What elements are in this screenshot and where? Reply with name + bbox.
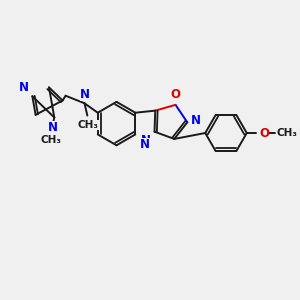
Text: O: O <box>259 127 269 140</box>
Text: CH₃: CH₃ <box>78 120 99 130</box>
Text: N: N <box>19 81 28 94</box>
Text: N: N <box>80 88 89 101</box>
Text: CH₃: CH₃ <box>277 128 298 138</box>
Text: CH₃: CH₃ <box>41 135 62 146</box>
Text: N: N <box>140 138 150 151</box>
Text: N: N <box>141 134 151 147</box>
Text: N: N <box>47 121 57 134</box>
Text: O: O <box>170 88 181 101</box>
Text: N: N <box>191 114 201 127</box>
